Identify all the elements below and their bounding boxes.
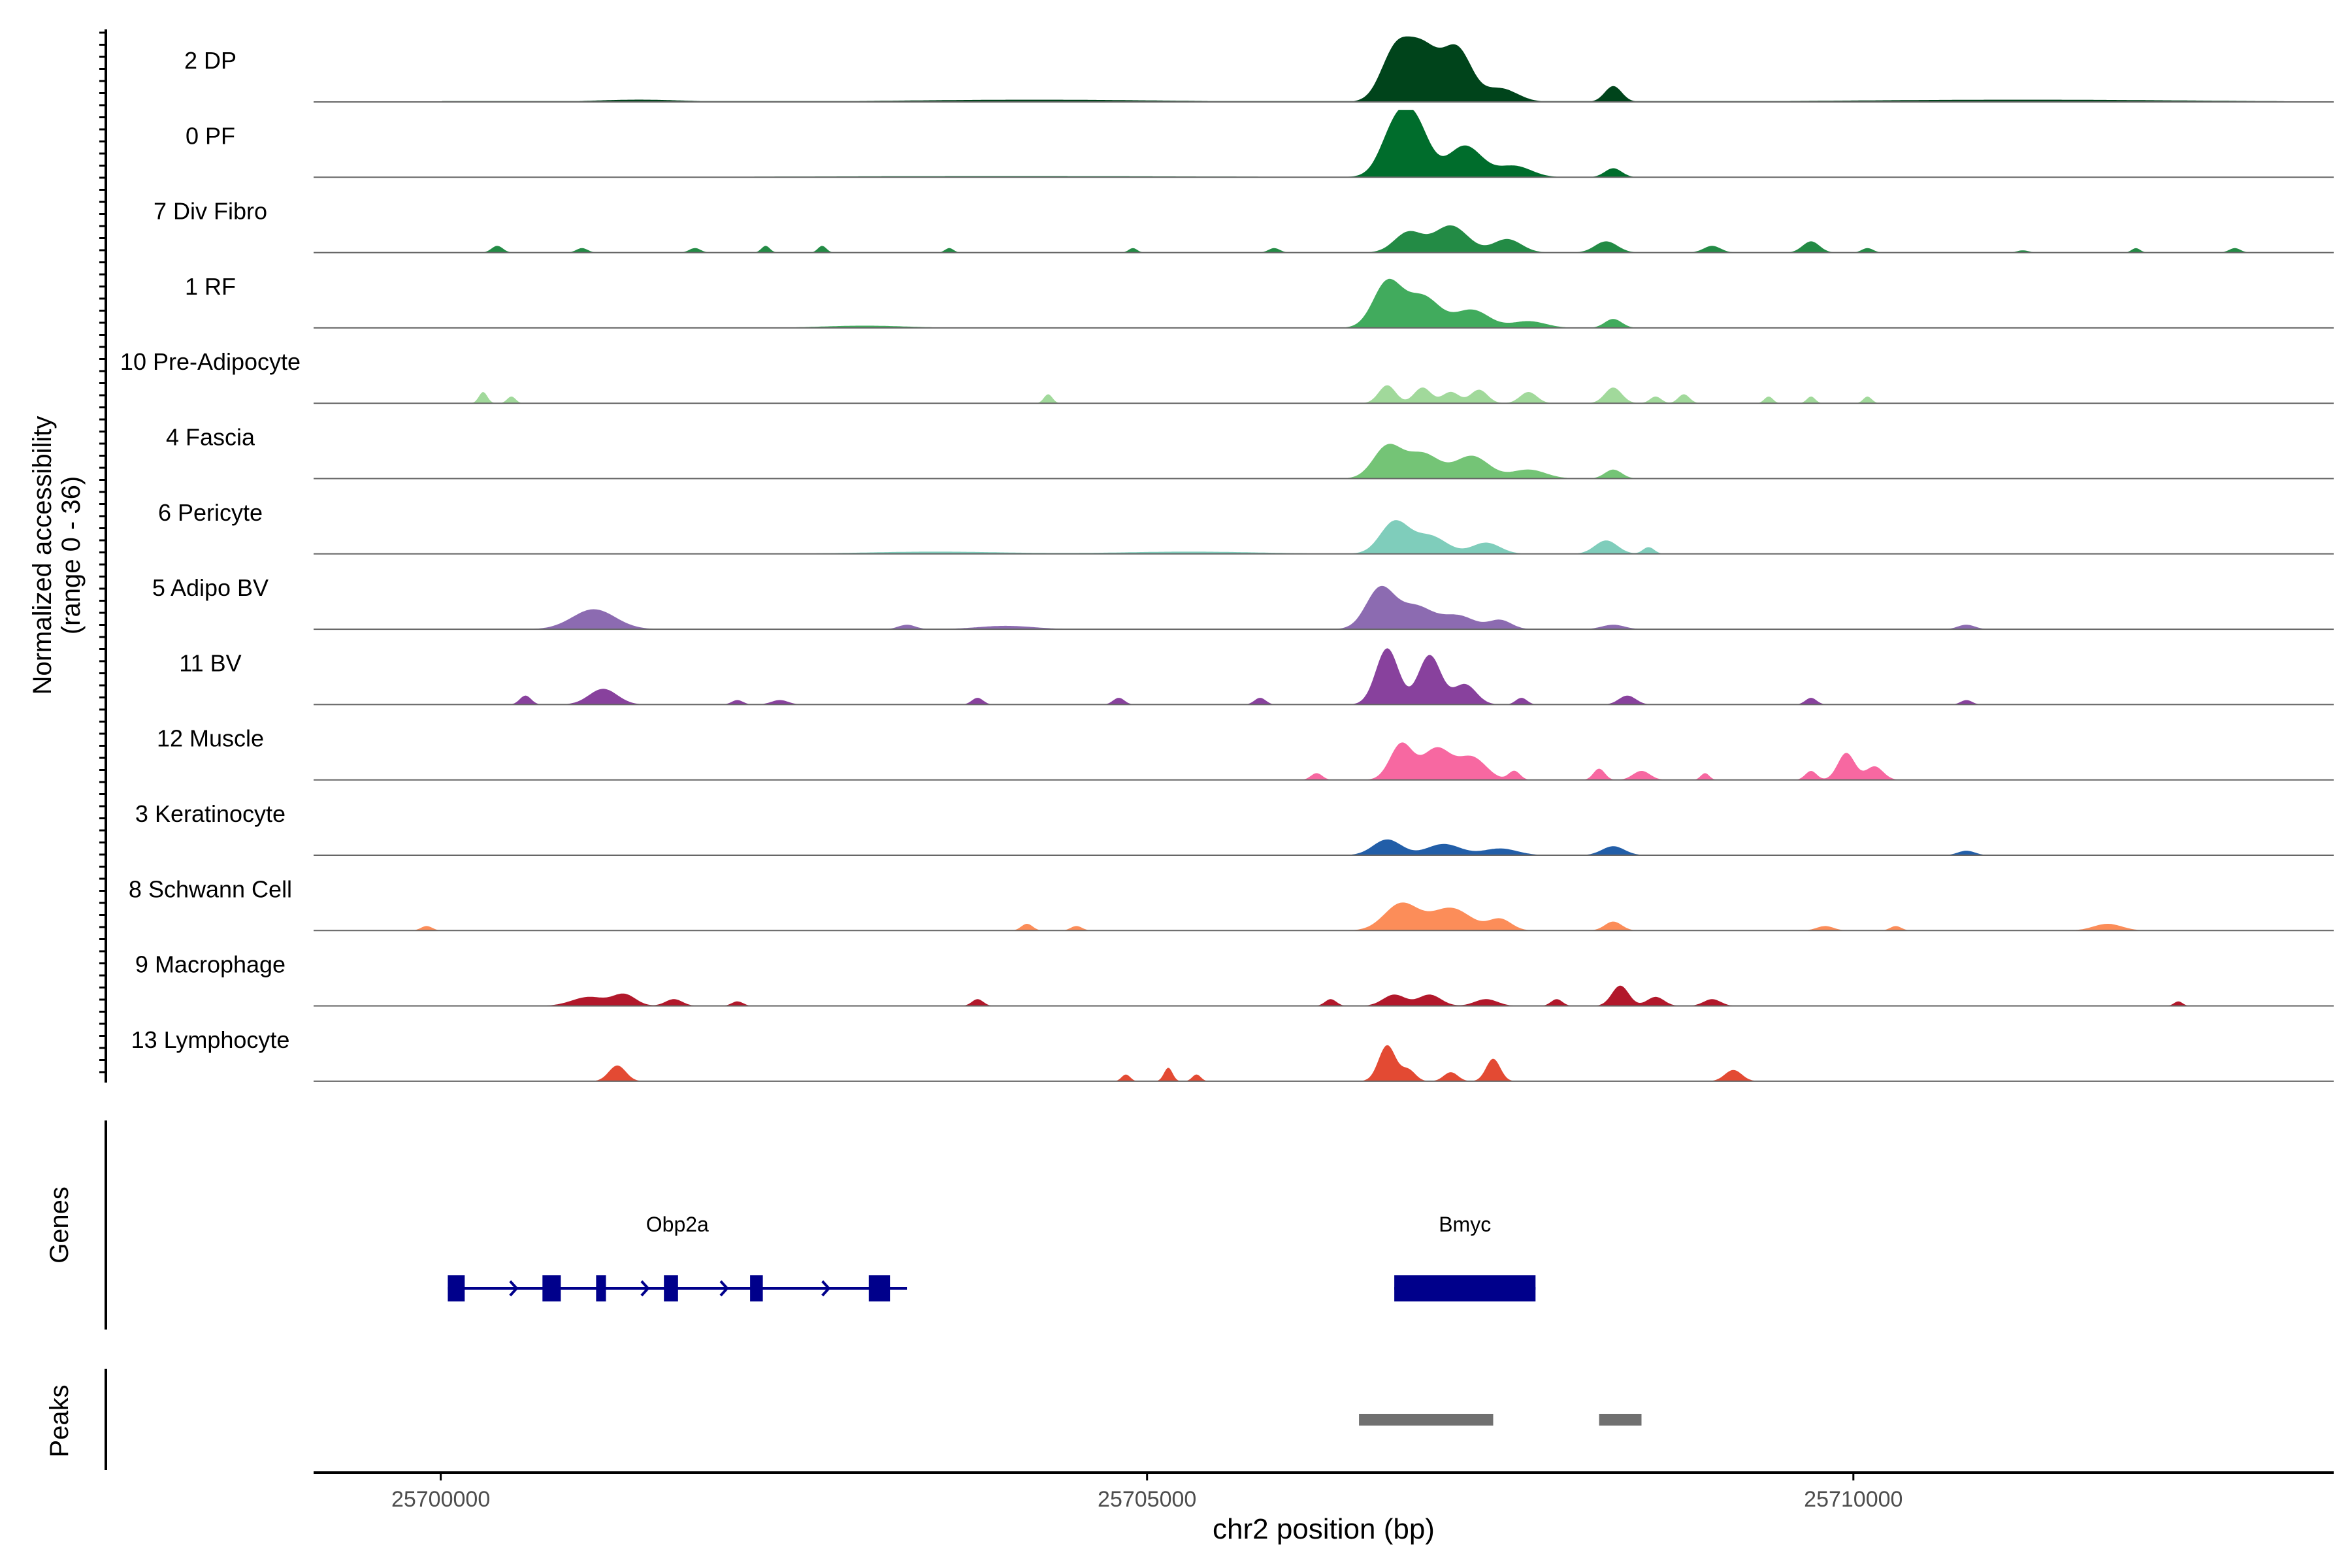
x-axis-title: chr2 position (bp) (1213, 1513, 1435, 1545)
gene-exon (750, 1275, 763, 1301)
y-axis-title: Normalized accessibility (range 0 - 36) (28, 416, 86, 695)
track-label: 11 BV (179, 649, 241, 676)
strand-arrow (509, 1280, 519, 1297)
coverage-area (314, 1045, 2334, 1081)
coverage-area (314, 36, 2334, 103)
track: 12 Muscle (157, 725, 2334, 781)
coverage-area (314, 902, 2334, 931)
coverage-area (314, 110, 2334, 178)
x-tick-label: 25710000 (1804, 1487, 1903, 1512)
track-label: 12 Muscle (157, 725, 264, 752)
track-label: 3 Keratinocyte (135, 800, 286, 827)
peak-region (1599, 1414, 1642, 1426)
track: 0 PF (186, 110, 2334, 178)
gene: Bmyc (1394, 1213, 1536, 1301)
coverage-area (314, 444, 2334, 479)
gene-exon (596, 1275, 606, 1301)
x-axis-ticks: 25700000 25705000 25710000 (391, 1473, 1903, 1512)
track: 7 Div Fibro (154, 198, 2334, 253)
gene-annotations: Obp2a Bmyc (448, 1213, 1536, 1301)
track: 3 Keratinocyte (135, 800, 2334, 856)
track-label: 6 Pericyte (158, 499, 263, 526)
x-tick-label: 25700000 (391, 1487, 490, 1512)
track: 2 DP (184, 36, 2334, 103)
gene-exon (542, 1275, 561, 1301)
track-label: 13 Lymphocyte (131, 1026, 290, 1053)
x-tick-label: 25705000 (1098, 1487, 1196, 1512)
peaks-panel-title: Peaks (45, 1384, 74, 1457)
track: 11 BV (179, 648, 2334, 706)
track-label: 2 DP (184, 47, 237, 74)
gene-label: Bmyc (1439, 1213, 1491, 1236)
track: 6 Pericyte (158, 499, 2334, 555)
coverage-area (314, 839, 2334, 855)
track-label: 0 PF (186, 122, 235, 149)
coverage-area (314, 520, 2334, 554)
track: 9 Macrophage (135, 951, 2334, 1007)
gene: Obp2a (448, 1213, 907, 1301)
strand-arrow (821, 1280, 831, 1297)
gene-exon (1394, 1275, 1536, 1301)
coverage-area (314, 385, 2334, 404)
strand-arrow (719, 1280, 729, 1297)
coverage-area (314, 278, 2334, 328)
coverage-area (314, 225, 2334, 253)
coverage-area (314, 985, 2334, 1006)
y-axis-title-line1: Normalized accessibility (28, 416, 57, 695)
track-label: 5 Adipo BV (152, 574, 269, 601)
gene-label: Obp2a (646, 1213, 709, 1236)
track-label: 8 Schwann Cell (129, 875, 292, 902)
gene-exon (868, 1275, 890, 1301)
track: 8 Schwann Cell (129, 875, 2334, 932)
accessibility-tracks: 2 DP 0 PF 7 Div Fibro 1 RF 10 Pre-Adipocyte 4… (120, 36, 2334, 1082)
peak-regions (1359, 1414, 1642, 1426)
y-axis-ticks (99, 31, 106, 1073)
gene-exon (664, 1275, 678, 1301)
track: 5 Adipo BV (152, 574, 2334, 630)
track-label: 9 Macrophage (135, 951, 286, 978)
y-axis-title-line2: (range 0 - 36) (57, 476, 86, 634)
track: 10 Pre-Adipocyte (120, 348, 2334, 404)
gene-exon (448, 1275, 465, 1301)
track-label: 4 Fascia (166, 424, 255, 451)
coverage-area (314, 648, 2334, 705)
track-label: 1 RF (185, 273, 236, 300)
track: 13 Lymphocyte (131, 1026, 2334, 1082)
coverage-area (314, 585, 2334, 630)
track-label: 7 Div Fibro (154, 198, 267, 225)
coverage-area (314, 742, 2334, 780)
strand-arrow (640, 1280, 650, 1297)
track: 4 Fascia (166, 424, 2334, 480)
track: 1 RF (185, 273, 2334, 329)
genes-panel-title: Genes (45, 1186, 74, 1264)
peak-region (1359, 1414, 1494, 1426)
track-label: 10 Pre-Adipocyte (120, 348, 301, 375)
